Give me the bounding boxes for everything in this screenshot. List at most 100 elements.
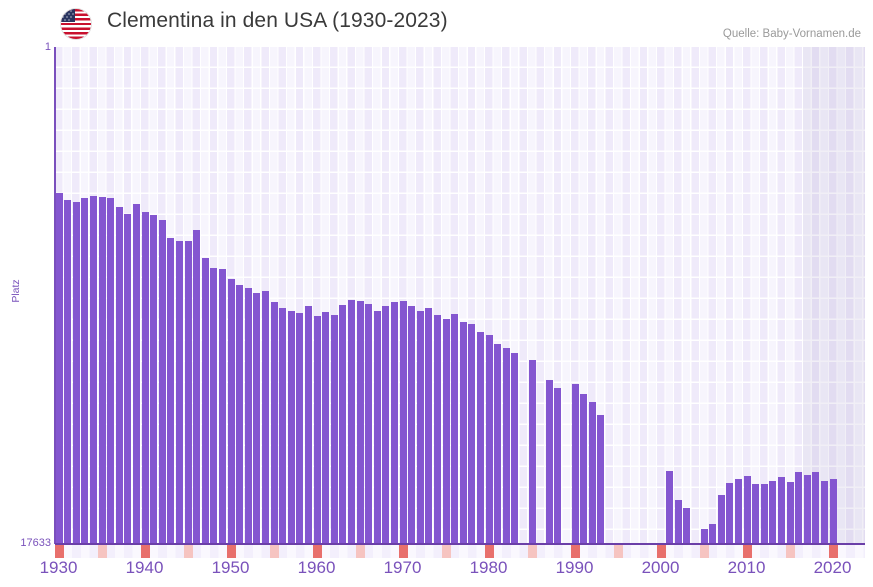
bar[interactable] [124, 214, 132, 544]
x-axis-tick-label: 1990 [555, 558, 594, 577]
bar[interactable] [597, 415, 605, 544]
chart-header: Clementina in den USA (1930-2023) Quelle… [0, 0, 873, 47]
bar[interactable] [365, 304, 373, 544]
y-axis-line [54, 47, 56, 544]
bar[interactable] [339, 304, 347, 544]
bar[interactable] [382, 305, 390, 544]
x-tick-minor [528, 545, 537, 558]
bar[interactable] [184, 240, 192, 544]
x-tick-minor [442, 545, 451, 558]
bar[interactable] [399, 300, 407, 544]
x-tick-minor [98, 545, 107, 558]
bar[interactable] [666, 471, 674, 544]
bar[interactable] [158, 220, 166, 544]
bar[interactable] [236, 284, 244, 544]
bar[interactable] [571, 384, 579, 544]
bar[interactable] [81, 198, 89, 544]
bar[interactable] [133, 203, 140, 544]
us-flag-icon [61, 9, 91, 39]
bar[interactable] [588, 401, 596, 544]
bar[interactable] [416, 311, 424, 544]
bar[interactable] [477, 332, 484, 544]
bar[interactable] [64, 200, 72, 544]
x-tick-major [55, 545, 64, 558]
bar[interactable] [468, 323, 476, 544]
bar[interactable] [829, 478, 837, 544]
bar[interactable] [244, 288, 252, 544]
bar[interactable] [287, 310, 295, 544]
bar[interactable] [219, 268, 226, 544]
bar[interactable] [812, 471, 820, 544]
source-credit: Quelle: Baby-Vornamen.de [722, 28, 861, 40]
x-axis-tick-label: 1940 [125, 558, 164, 577]
bar[interactable] [821, 481, 828, 544]
bar[interactable] [348, 300, 355, 544]
bar[interactable] [494, 344, 502, 544]
bar[interactable] [279, 307, 287, 544]
bar[interactable] [193, 230, 201, 544]
bar[interactable] [700, 528, 708, 544]
x-axis-tick-label: 1960 [297, 558, 336, 577]
bar[interactable] [803, 474, 811, 544]
x-tick-major [141, 545, 150, 558]
bar[interactable] [451, 314, 459, 544]
bar[interactable] [674, 499, 682, 544]
bar[interactable] [305, 306, 312, 544]
bar[interactable] [502, 348, 510, 544]
bar[interactable] [141, 212, 149, 544]
bar[interactable] [709, 524, 717, 544]
bar[interactable] [683, 507, 691, 544]
bar[interactable] [442, 318, 450, 544]
x-axis-tick-label: 1930 [39, 558, 78, 577]
bar[interactable] [150, 214, 158, 544]
y-axis-tick-top: 1 [44, 41, 51, 53]
bar[interactable] [408, 305, 416, 544]
bar[interactable] [210, 267, 218, 544]
bar[interactable] [554, 388, 562, 544]
bar[interactable] [760, 483, 768, 544]
bar[interactable] [253, 292, 261, 544]
x-axis-tick-label: 1950 [211, 558, 250, 577]
bar[interactable] [330, 314, 338, 544]
bar[interactable] [167, 238, 175, 544]
bar[interactable] [717, 495, 725, 544]
bar[interactable] [72, 202, 80, 544]
bar[interactable] [545, 380, 553, 544]
bar[interactable] [55, 192, 63, 544]
bar[interactable] [107, 198, 115, 544]
bar[interactable] [313, 315, 321, 544]
bar[interactable] [726, 483, 734, 544]
bar[interactable] [296, 312, 304, 544]
bar[interactable] [459, 322, 467, 544]
bar[interactable] [511, 352, 519, 544]
bar[interactable] [735, 479, 742, 544]
bar[interactable] [90, 195, 97, 544]
x-tick-major [743, 545, 752, 558]
bar[interactable] [201, 257, 209, 544]
bar[interactable] [743, 476, 751, 544]
bar[interactable] [425, 308, 433, 544]
bar[interactable] [373, 311, 381, 544]
bar[interactable] [391, 302, 398, 544]
bar[interactable] [98, 197, 106, 544]
bar[interactable] [778, 477, 785, 544]
bar[interactable] [528, 359, 536, 544]
bar[interactable] [786, 481, 794, 544]
bar[interactable] [270, 302, 278, 544]
bar[interactable] [795, 472, 803, 544]
x-axis-tick-label: 1980 [469, 558, 508, 577]
bar[interactable] [434, 314, 441, 544]
x-tick-minor [270, 545, 279, 558]
bar[interactable] [580, 393, 588, 544]
bar[interactable] [176, 241, 183, 544]
bar[interactable] [356, 300, 364, 544]
x-tick-major [313, 545, 322, 558]
bar[interactable] [485, 334, 493, 544]
bar[interactable] [115, 206, 123, 544]
bar[interactable] [322, 311, 330, 544]
bar[interactable] [769, 480, 777, 544]
bar[interactable] [752, 483, 760, 544]
bar[interactable] [227, 278, 235, 544]
x-tick-major [227, 545, 236, 558]
bar[interactable] [262, 291, 269, 544]
